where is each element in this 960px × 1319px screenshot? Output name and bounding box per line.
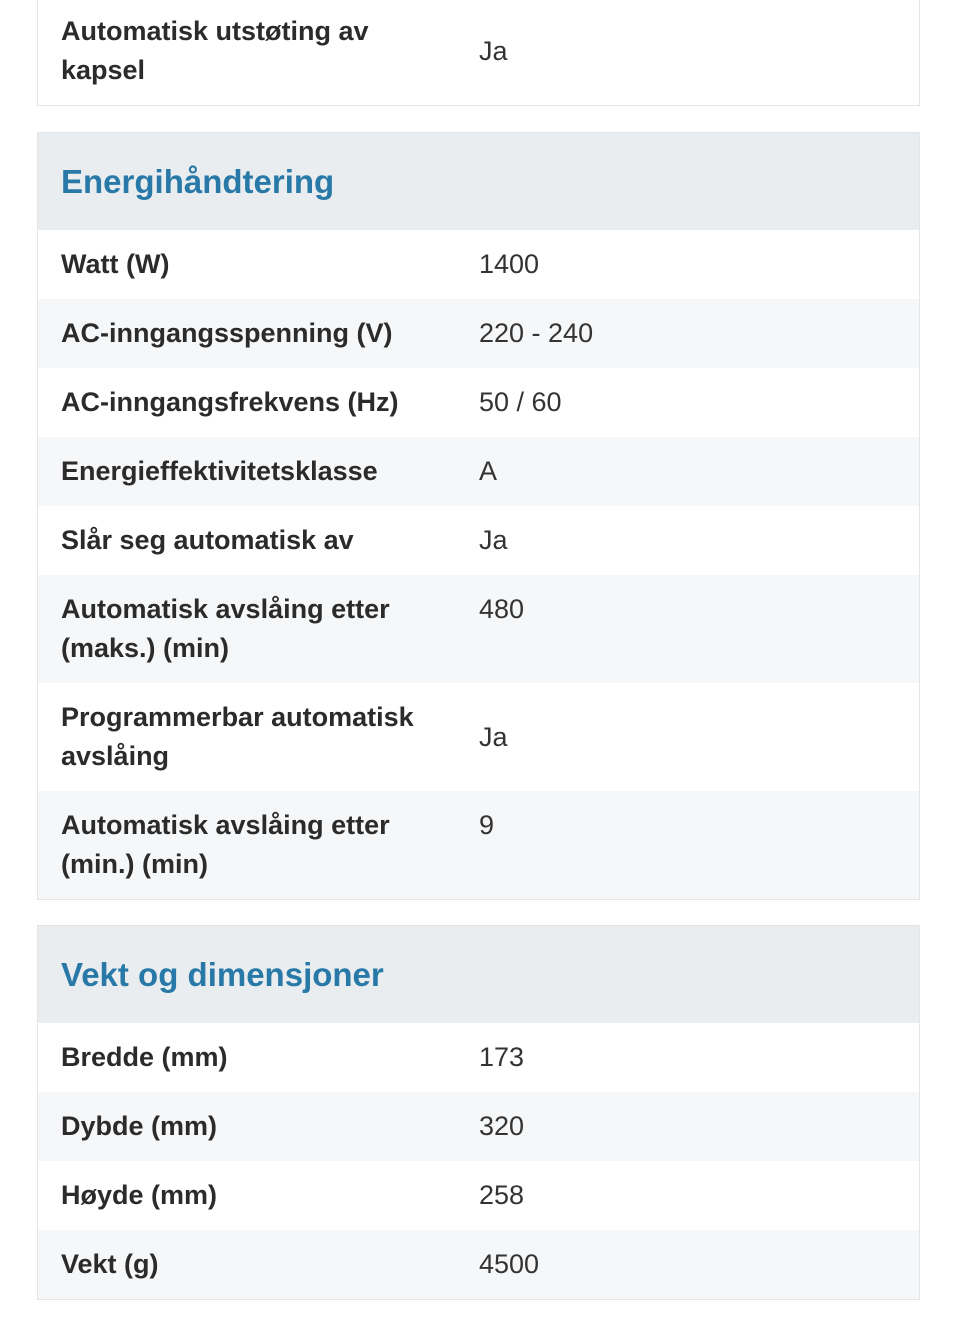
spec-label: Energieffektivitetsklasse xyxy=(61,456,378,486)
spec-row: Bredde (mm) 173 xyxy=(38,1023,919,1092)
spec-section-dimensions: Vekt og dimensjoner Bredde (mm) 173 Dybde … xyxy=(37,925,920,1300)
spec-label: Automatisk avslåing etter (maks.) (min) xyxy=(61,594,390,663)
spec-value: Ja xyxy=(479,35,508,66)
spec-row: Høyde (mm) 258 xyxy=(38,1161,919,1230)
spec-value: 320 xyxy=(479,1111,525,1141)
spec-value: 1400 xyxy=(479,249,540,279)
spec-label: Bredde (mm) xyxy=(61,1042,228,1072)
spec-row: Automatisk avslåing etter (maks.) (min) 4… xyxy=(38,575,919,683)
spec-row: Slår seg automatisk av Ja xyxy=(38,506,919,575)
spec-label: Programmerbar automatisk avslåing xyxy=(61,702,414,771)
spec-value: A xyxy=(479,456,498,486)
spec-value: Ja xyxy=(479,721,508,752)
spec-value: 258 xyxy=(479,1180,525,1210)
spec-label: Slår seg automatisk av xyxy=(61,525,354,555)
spec-value: 480 xyxy=(479,594,525,624)
spec-label: Høyde (mm) xyxy=(61,1180,218,1210)
spec-value: 220 - 240 xyxy=(479,318,594,348)
spec-row: Dybde (mm) 320 xyxy=(38,1092,919,1161)
spec-row: AC-inngangsfrekvens (Hz) 50 / 60 xyxy=(38,368,919,437)
spec-label: Vekt (g) xyxy=(61,1249,159,1279)
spec-label: AC-inngangsfrekvens (Hz) xyxy=(61,387,399,417)
spec-label: Automatisk avslåing etter (min.) (min) xyxy=(61,810,390,879)
spec-row: Programmerbar automatisk avslåing Ja xyxy=(38,683,919,791)
spec-value: 4500 xyxy=(479,1249,540,1279)
section-title: Vekt og dimensjoner xyxy=(38,926,919,1023)
spec-label: Automatisk utstøting av kapsel xyxy=(61,16,369,85)
spec-label: AC-inngangsspenning (V) xyxy=(61,318,393,348)
spec-card-top: Automatisk utstøting av kapsel Ja xyxy=(37,0,920,106)
spec-row: Watt (W) 1400 xyxy=(38,230,919,299)
spec-row: Automatisk avslåing etter (min.) (min) 9 xyxy=(38,791,919,899)
spec-value: 173 xyxy=(479,1042,525,1072)
spec-value: Ja xyxy=(479,525,508,555)
spec-section-energy: Energihåndtering Watt (W) 1400 AC-inngangs… xyxy=(37,132,920,900)
spec-label: Dybde (mm) xyxy=(61,1111,218,1141)
section-title: Energihåndtering xyxy=(38,133,919,230)
spec-row: AC-inngangsspenning (V) 220 - 240 xyxy=(38,299,919,368)
spec-row: Energieffektivitetsklasse A xyxy=(38,437,919,506)
spec-value: 50 / 60 xyxy=(479,387,562,417)
spec-row: Automatisk utstøting av kapsel Ja xyxy=(38,0,919,105)
spec-value: 9 xyxy=(479,810,495,840)
spec-row: Vekt (g) 4500 xyxy=(38,1230,919,1299)
spec-label: Watt (W) xyxy=(61,249,170,279)
